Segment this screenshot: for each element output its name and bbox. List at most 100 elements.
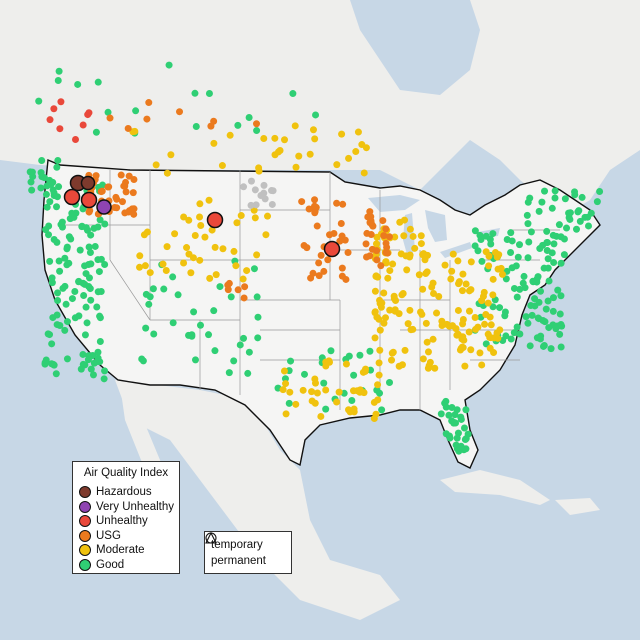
good-marker[interactable] bbox=[58, 223, 66, 231]
moderate-marker[interactable] bbox=[362, 365, 370, 373]
good-marker[interactable] bbox=[54, 77, 62, 85]
good-marker[interactable] bbox=[557, 233, 565, 241]
moderate-marker[interactable] bbox=[389, 260, 397, 268]
moderate-marker[interactable] bbox=[454, 257, 462, 265]
good-marker[interactable] bbox=[84, 356, 92, 364]
good-marker[interactable] bbox=[350, 371, 358, 379]
usg-marker[interactable] bbox=[379, 217, 387, 225]
moderate-marker[interactable] bbox=[171, 230, 179, 238]
moderate-marker[interactable] bbox=[264, 212, 272, 220]
moderate-marker[interactable] bbox=[325, 358, 333, 366]
moderate-marker[interactable] bbox=[180, 259, 188, 267]
moderate-marker[interactable] bbox=[498, 270, 506, 278]
usg-marker[interactable] bbox=[234, 286, 242, 294]
moderate-marker[interactable] bbox=[478, 297, 486, 305]
moderate-marker[interactable] bbox=[381, 314, 389, 322]
good-marker[interactable] bbox=[46, 331, 54, 339]
good-marker[interactable] bbox=[86, 248, 94, 256]
good-marker[interactable] bbox=[90, 359, 98, 367]
good-marker[interactable] bbox=[104, 108, 112, 116]
moderate-marker[interactable] bbox=[163, 169, 171, 177]
good-marker[interactable] bbox=[544, 264, 552, 272]
moderate-marker[interactable] bbox=[419, 355, 427, 363]
moderate-marker[interactable] bbox=[159, 260, 167, 268]
no-data-marker[interactable] bbox=[252, 201, 260, 209]
usg-marker[interactable] bbox=[367, 213, 375, 221]
usg-marker[interactable] bbox=[385, 233, 393, 241]
moderate-marker[interactable] bbox=[309, 126, 317, 134]
moderate-marker[interactable] bbox=[429, 335, 437, 343]
moderate-marker[interactable] bbox=[465, 328, 473, 336]
moderate-marker[interactable] bbox=[375, 315, 383, 323]
moderate-marker[interactable] bbox=[187, 269, 195, 277]
moderate-marker[interactable] bbox=[398, 361, 406, 369]
good-marker[interactable] bbox=[529, 277, 537, 285]
usg-marker[interactable] bbox=[85, 208, 93, 216]
moderate-marker[interactable] bbox=[282, 410, 290, 418]
moderate-marker[interactable] bbox=[461, 362, 469, 370]
good-marker[interactable] bbox=[524, 254, 532, 262]
moderate-marker[interactable] bbox=[218, 162, 226, 170]
good-marker[interactable] bbox=[82, 224, 90, 232]
moderate-marker[interactable] bbox=[279, 386, 287, 394]
good-marker[interactable] bbox=[61, 326, 69, 334]
good-marker[interactable] bbox=[192, 123, 200, 131]
good-marker[interactable] bbox=[539, 316, 547, 324]
good-marker[interactable] bbox=[584, 222, 592, 230]
good-marker[interactable] bbox=[240, 334, 248, 342]
moderate-marker[interactable] bbox=[458, 343, 466, 351]
good-marker[interactable] bbox=[320, 379, 328, 387]
good-marker[interactable] bbox=[68, 209, 76, 217]
moderate-marker[interactable] bbox=[454, 306, 462, 314]
moderate-marker[interactable] bbox=[424, 348, 432, 356]
good-marker[interactable] bbox=[550, 240, 558, 248]
good-marker[interactable] bbox=[82, 303, 90, 311]
good-marker[interactable] bbox=[544, 255, 552, 263]
moderate-marker[interactable] bbox=[206, 274, 214, 282]
good-marker[interactable] bbox=[322, 405, 330, 413]
good-marker[interactable] bbox=[503, 236, 511, 244]
moderate-marker[interactable] bbox=[487, 334, 495, 342]
good-marker[interactable] bbox=[92, 128, 100, 136]
moderate-marker[interactable] bbox=[386, 267, 394, 275]
usg-marker[interactable] bbox=[129, 189, 137, 197]
good-marker[interactable] bbox=[510, 284, 518, 292]
no-data-marker[interactable] bbox=[260, 189, 268, 197]
good-marker[interactable] bbox=[289, 90, 297, 98]
usg-marker[interactable] bbox=[145, 99, 153, 107]
good-marker[interactable] bbox=[54, 297, 62, 305]
good-marker[interactable] bbox=[227, 293, 235, 301]
moderate-marker[interactable] bbox=[417, 232, 425, 240]
good-marker[interactable] bbox=[448, 404, 456, 412]
usg-marker[interactable] bbox=[315, 259, 323, 267]
good-marker[interactable] bbox=[543, 239, 551, 247]
moderate-marker[interactable] bbox=[322, 386, 330, 394]
usg-marker[interactable] bbox=[313, 222, 321, 230]
usg-marker[interactable] bbox=[298, 198, 306, 206]
moderate-marker[interactable] bbox=[374, 273, 382, 281]
unhealthy-marker[interactable] bbox=[79, 121, 87, 129]
good-marker[interactable] bbox=[549, 307, 557, 315]
moderate-marker[interactable] bbox=[429, 279, 437, 287]
good-marker[interactable] bbox=[460, 424, 468, 432]
good-marker[interactable] bbox=[561, 195, 569, 203]
moderate-marker[interactable] bbox=[311, 135, 319, 143]
unhealthy-marker[interactable] bbox=[206, 211, 224, 229]
good-marker[interactable] bbox=[49, 178, 57, 186]
usg-marker[interactable] bbox=[176, 108, 184, 116]
good-marker[interactable] bbox=[230, 357, 238, 365]
no-data-marker[interactable] bbox=[247, 201, 255, 209]
good-marker[interactable] bbox=[54, 156, 62, 164]
good-marker[interactable] bbox=[28, 186, 36, 194]
moderate-marker[interactable] bbox=[183, 244, 191, 252]
moderate-marker[interactable] bbox=[335, 388, 343, 396]
good-marker[interactable] bbox=[65, 233, 73, 241]
moderate-marker[interactable] bbox=[374, 396, 382, 404]
moderate-marker[interactable] bbox=[443, 320, 451, 328]
moderate-marker[interactable] bbox=[465, 307, 473, 315]
moderate-marker[interactable] bbox=[409, 232, 417, 240]
moderate-marker[interactable] bbox=[487, 321, 495, 329]
moderate-marker[interactable] bbox=[354, 128, 362, 136]
good-marker[interactable] bbox=[59, 284, 67, 292]
no-data-marker[interactable] bbox=[261, 195, 269, 203]
